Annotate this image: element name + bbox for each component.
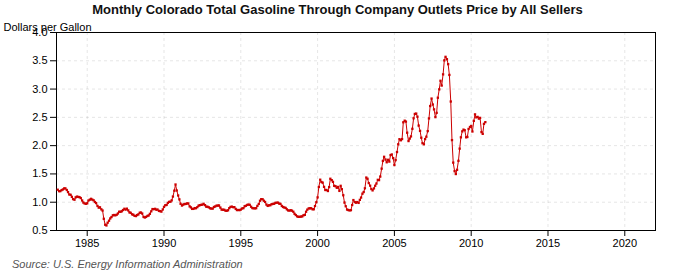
svg-text:1995: 1995 — [229, 237, 253, 249]
svg-text:1990: 1990 — [152, 237, 176, 249]
svg-text:0.5: 0.5 — [32, 224, 47, 236]
svg-text:3.0: 3.0 — [32, 83, 47, 95]
svg-text:Dollars per Gallon: Dollars per Gallon — [4, 21, 92, 33]
svg-text:2.5: 2.5 — [32, 111, 47, 123]
svg-text:2.0: 2.0 — [32, 139, 47, 151]
svg-text:3.5: 3.5 — [32, 54, 47, 66]
svg-text:2005: 2005 — [382, 237, 406, 249]
svg-text:1.5: 1.5 — [32, 167, 47, 179]
svg-text:2020: 2020 — [613, 237, 637, 249]
html-text:Source: U.S. Energy Informatio: Source: U.S. Energy Information Administ… — [12, 258, 243, 270]
svg-text:2010: 2010 — [459, 237, 483, 249]
svg-text:1.0: 1.0 — [32, 196, 47, 208]
html-text:Monthly Colorado Total Gasolin: Monthly Colorado Total Gasoline Through … — [92, 2, 583, 17]
svg-text:2000: 2000 — [305, 237, 329, 249]
svg-text:1985: 1985 — [75, 237, 99, 249]
svg-text:2015: 2015 — [536, 237, 560, 249]
